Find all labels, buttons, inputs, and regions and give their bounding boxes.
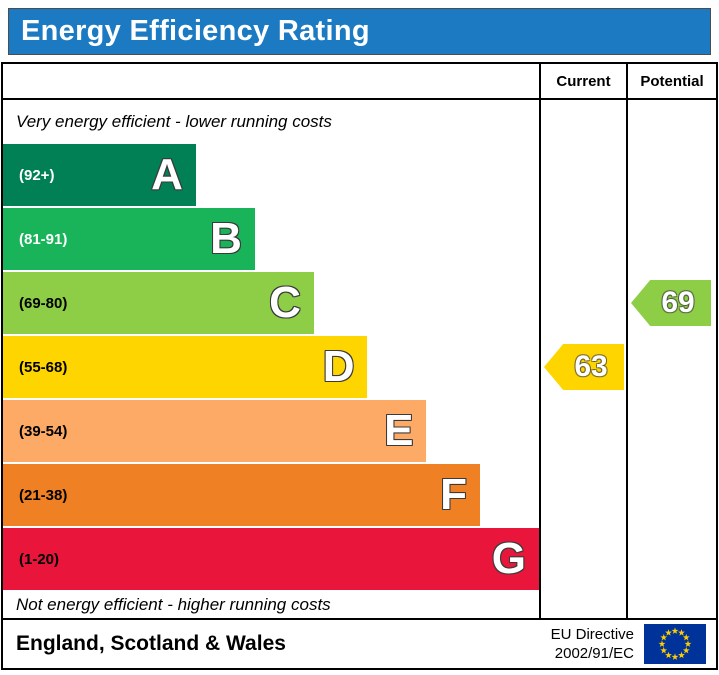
band-letter: A — [151, 150, 183, 199]
potential-rating-column: 69 — [626, 100, 716, 618]
band-row-c: (69-80) C — [3, 272, 539, 334]
band-bar-a: (92+) A — [3, 144, 196, 206]
top-note: Very energy efficient - lower running co… — [16, 112, 332, 131]
band-range-label: (55-68) — [19, 358, 68, 376]
band-row-d: (55-68) D — [3, 336, 539, 398]
band-range-label: (92+) — [19, 166, 55, 184]
current-rating-pointer: 63 — [544, 344, 624, 390]
band-range-label: (1-20) — [19, 550, 60, 568]
band-letter: E — [384, 406, 414, 455]
band-bar-b: (81-91) B — [3, 208, 255, 270]
eu-flag-icon — [644, 624, 706, 664]
band-row-g: (1-20) G — [3, 528, 539, 590]
footer: England, Scotland & Wales EU Directive 2… — [1, 618, 718, 670]
bottom-note: Not energy efficient - higher running co… — [16, 595, 331, 614]
band-letter: F — [440, 470, 468, 519]
band-range-label: (39-54) — [19, 422, 68, 440]
potential-column-header: Potential — [626, 64, 716, 100]
band-range-label: (69-80) — [19, 294, 68, 312]
band-range-label: (81-91) — [19, 230, 68, 248]
chart-frame: Current Potential Very energy efficient … — [1, 62, 718, 620]
band-row-b: (81-91) B — [3, 208, 539, 270]
band-bar-c: (69-80) C — [3, 272, 314, 334]
band-row-e: (39-54) E — [3, 400, 539, 462]
eu-directive-line2: 2002/91/EC — [554, 645, 634, 662]
band-range-label: (21-38) — [19, 486, 68, 504]
band-list: (92+) A (81-91) B (69-80) C (55-68) D (39-54) E (2… — [3, 144, 539, 590]
page-title: Energy Efficiency Rating — [21, 15, 370, 47]
potential-rating-pointer: 69 — [631, 280, 711, 326]
current-rating-column: 63 — [539, 100, 626, 618]
band-bar-f: (21-38) F — [3, 464, 481, 526]
band-letter: B — [210, 214, 242, 263]
band-row-a: (92+) A — [3, 144, 539, 206]
current-column-header: Current — [539, 64, 626, 100]
band-bar-e: (39-54) E — [3, 400, 427, 462]
band-letter: D — [322, 342, 355, 391]
band-letter: G — [491, 534, 526, 583]
title-bar: Energy Efficiency Rating — [8, 8, 711, 55]
band-bar-g: (1-20) G — [3, 528, 539, 590]
eu-directive-line1: EU Directive — [550, 625, 634, 643]
band-letter: C — [269, 278, 301, 327]
region-label: England, Scotland & Wales — [16, 632, 286, 655]
header-spacer — [3, 64, 539, 100]
band-bar-d: (55-68) D — [3, 336, 368, 398]
band-row-f: (21-38) F — [3, 464, 539, 526]
bands-area: Very energy efficient - lower running co… — [3, 100, 539, 618]
eu-directive-label: EU Directive 2002/91/EC — [551, 625, 634, 664]
